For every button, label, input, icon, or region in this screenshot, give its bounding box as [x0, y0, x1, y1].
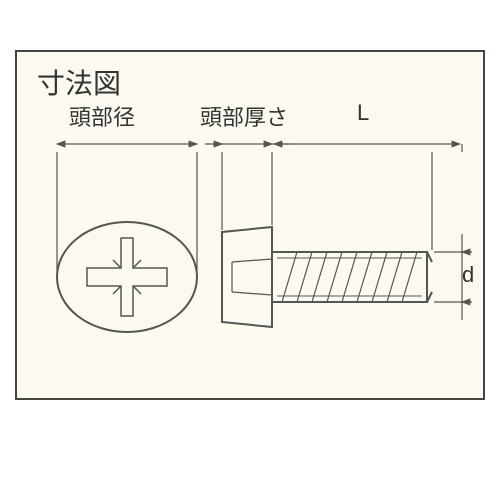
front-view	[57, 144, 197, 332]
diagram-frame: 寸法図 頭部径 頭部厚さ L d	[15, 50, 485, 400]
side-view	[222, 227, 432, 327]
dimension-drawing	[17, 52, 487, 402]
dim-length	[274, 144, 462, 250]
dim-head-thickness	[205, 144, 289, 230]
dim-diameter	[434, 234, 472, 320]
